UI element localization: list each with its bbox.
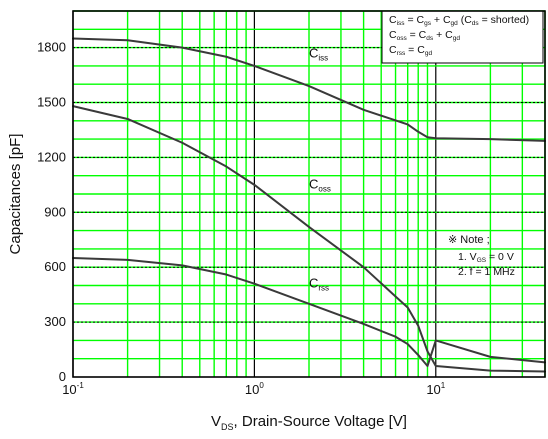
note-layer: ※ Note ; 1. VGS = 0 V 2. f = 1 MHz [448,234,515,278]
x-axis-title: VDS, Drain-Source Voltage [V] [211,413,407,432]
x-tick-label: 100 [245,381,264,397]
series-label-crss: Crss [309,275,329,292]
note-line: 1. VGS = 0 V [458,251,514,264]
y-tick-label: 0 [59,369,66,384]
series-label-layer: Ciss Coss Crss [309,46,331,293]
series-line-coss [72,105,546,373]
legend-line: Ciss = Cgs + Cgd (Cds = shorted) [389,14,529,27]
series-layer [72,37,546,373]
y-tick-label: 1500 [37,95,66,110]
y-tick-label: 1200 [37,149,66,164]
y-tick-label: 1800 [37,40,66,55]
legend-box [381,10,544,64]
series-line-crss [72,257,546,368]
y-tick-label: 900 [44,204,66,219]
series-label-coss: Coss [309,177,331,194]
tick-label-layer: 0 300 600 900 1200 1500 1800 10-1 100 101 [37,40,446,397]
note-header: ※ Note ; [448,234,490,246]
series-label-ciss: Ciss [309,46,328,63]
axis-title-layer: VDS, Drain-Source Voltage [V] Capacitance… [7,134,407,432]
plot-frame [72,10,546,378]
legend-layer: Ciss = Cgs + Cgd (Cds = shorted) Coss = C… [389,14,529,57]
grid-layer [72,10,546,377]
legend-line: Coss = Cds + Cgd [389,29,460,42]
legend-line: Crss = Cgd [389,44,432,57]
series-line-ciss [72,37,546,142]
note-line: 2. f = 1 MHz [458,266,515,278]
y-axis-title: Capacitances [pF] [7,134,24,255]
y-tick-label: 600 [44,259,66,274]
x-tick-label: 10-1 [62,381,84,397]
x-tick-label: 101 [426,381,445,397]
y-tick-label: 300 [44,314,66,329]
